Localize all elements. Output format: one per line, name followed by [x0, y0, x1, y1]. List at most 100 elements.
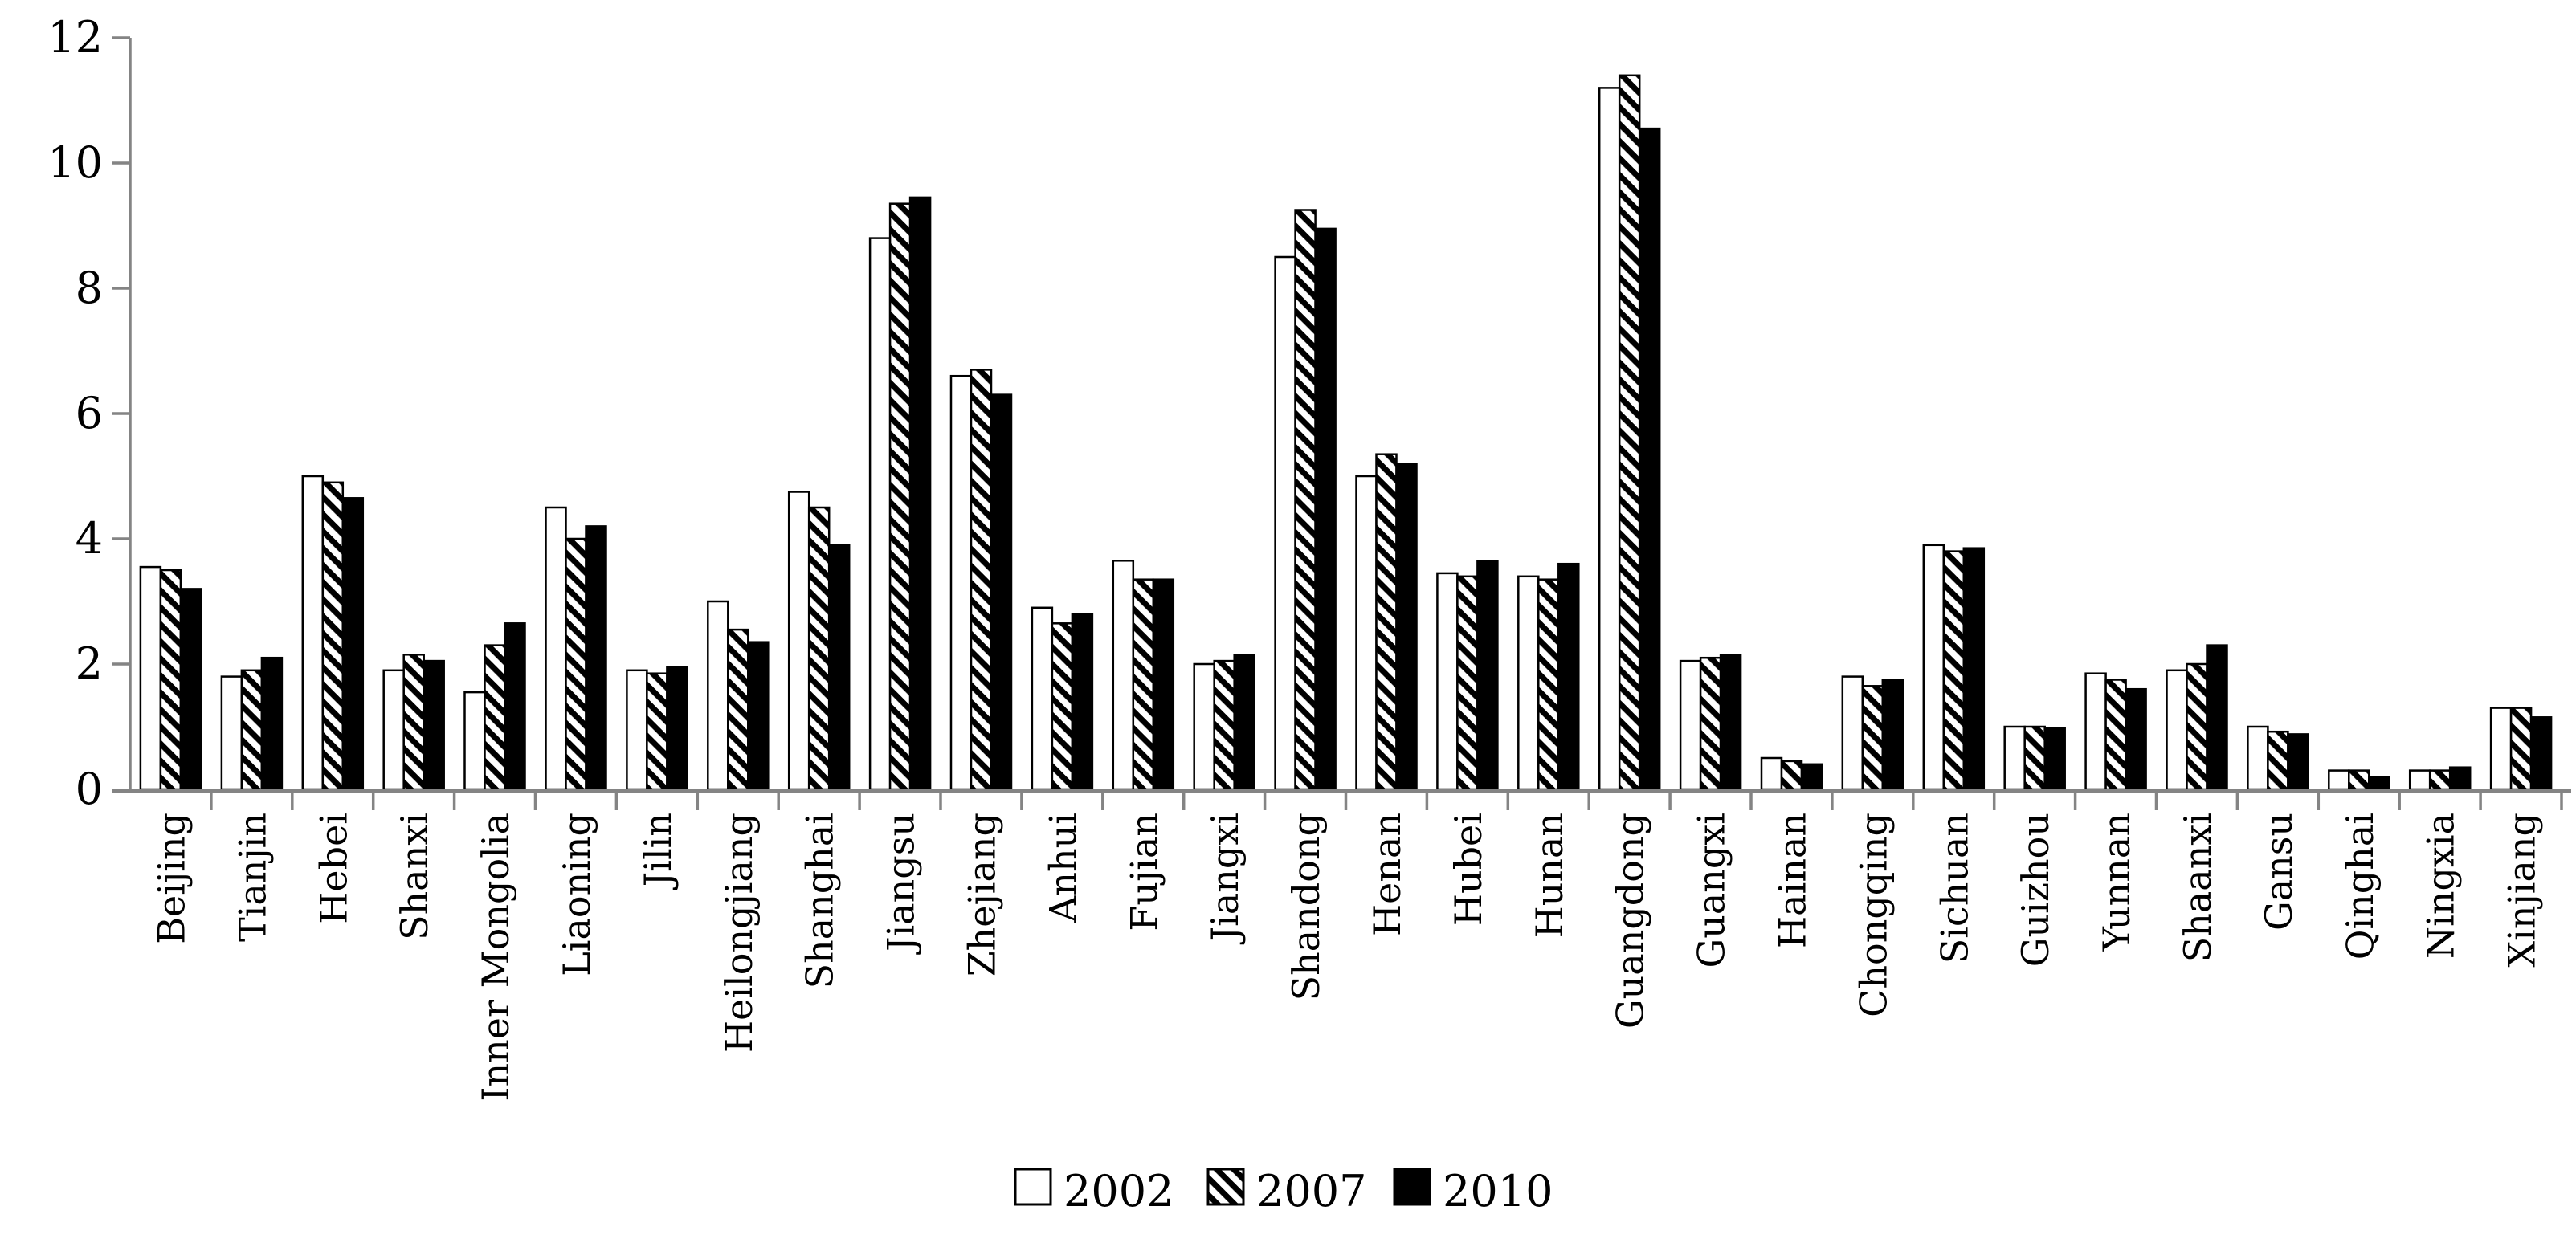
bar-heilongjiang-2007: [727, 628, 749, 791]
bar-shandong-2010: [1314, 227, 1337, 791]
bar-hainan-2007: [1780, 760, 1803, 791]
y-axis-tick-label: 6: [76, 388, 103, 438]
bar-ningxia-2002: [2408, 769, 2431, 791]
bar-hebei-2007: [321, 481, 345, 791]
bar-beijing-2007: [159, 569, 182, 791]
bar-guizhou-2007: [2023, 725, 2046, 791]
bar-jilin-2007: [646, 672, 668, 791]
bar-tianjin-2007: [240, 669, 263, 791]
bar-inner-mongolia-2002: [463, 691, 486, 791]
bar-jilin-2002: [626, 669, 648, 791]
bar-hainan-2002: [1760, 756, 1783, 791]
bar-shanxi-2002: [382, 669, 405, 791]
bar-inner-mongolia-2010: [504, 622, 526, 791]
bar-anhui-2010: [1071, 613, 1094, 791]
category-label-hubei: Hubei: [1447, 813, 1490, 926]
category-label-inner-mongolia: Inner Mongolia: [474, 813, 517, 1102]
category-label-shaanxi: Shaanxi: [2176, 813, 2219, 962]
legend-label-2010: 2010: [1443, 1166, 1553, 1217]
legend-swatch-diagonal-hatch-square: [1206, 1168, 1245, 1206]
category-label-jiangsu: Jiangsu: [880, 813, 923, 955]
category-label-yunnan: Yunnan: [2095, 813, 2138, 952]
bar-shanghai-2002: [787, 491, 810, 791]
legend-label-2007: 2007: [1256, 1166, 1366, 1217]
bar-ningxia-2007: [2428, 769, 2451, 791]
bar-guangdong-2002: [1598, 87, 1621, 791]
bar-jiangsu-2010: [908, 196, 932, 791]
bar-guangxi-2010: [1719, 654, 1742, 791]
category-label-gansu: Gansu: [2257, 813, 2300, 931]
bar-jiangxi-2002: [1193, 662, 1215, 791]
axes-layer: [112, 36, 2571, 810]
category-label-hunan: Hunan: [1528, 813, 1571, 938]
bar-shanxi-2010: [423, 659, 445, 791]
bar-shanxi-2007: [402, 654, 425, 791]
category-label-anhui: Anhui: [1041, 813, 1084, 923]
bar-hunan-2002: [1517, 575, 1540, 791]
bar-xinjiang-2007: [2509, 707, 2533, 791]
category-label-liaoning: Liaoning: [555, 813, 598, 976]
bar-shanghai-2007: [807, 506, 831, 791]
y-axis-tick-label: 4: [76, 513, 103, 564]
bar-guizhou-2002: [2003, 725, 2026, 791]
bar-fujian-2007: [1132, 578, 1155, 791]
bars-layer: [139, 74, 2553, 791]
category-label-guizhou: Guizhou: [2014, 813, 2057, 967]
bar-guangdong-2010: [1638, 127, 1661, 791]
bar-qinghai-2010: [2368, 776, 2390, 791]
category-label-sichuan: Sichuan: [1933, 813, 1976, 964]
bar-qinghai-2007: [2348, 769, 2370, 791]
bar-jiangsu-2007: [888, 202, 912, 791]
bar-shanghai-2010: [827, 544, 851, 791]
bar-fujian-2010: [1152, 578, 1175, 791]
bar-guangxi-2007: [1699, 656, 1722, 791]
bar-zhejiang-2002: [949, 374, 973, 791]
y-axis-tick-label: 12: [47, 12, 103, 63]
category-label-hainan: Hainan: [1771, 813, 1815, 948]
bar-sichuan-2002: [1922, 544, 1945, 791]
category-label-chongqing: Chongqing: [1851, 813, 1895, 1017]
bar-shandong-2007: [1294, 209, 1317, 791]
bar-chongqing-2007: [1861, 685, 1884, 791]
bar-tianjin-2010: [260, 656, 284, 791]
bar-zhejiang-2007: [970, 369, 993, 791]
bar-jiangsu-2002: [868, 237, 892, 791]
bar-yunnan-2010: [2125, 687, 2147, 791]
bar-xinjiang-2002: [2489, 707, 2513, 791]
labels-layer: 0 2 4 6 8 10 12 Beijing Tianjin Hebei Shanxi Inner …: [47, 12, 2543, 1102]
bar-heilongjiang-2002: [707, 600, 729, 791]
y-axis-tick-label: 0: [76, 764, 103, 814]
bar-xinjiang-2010: [2529, 716, 2553, 791]
legend-label-2002: 2002: [1063, 1166, 1174, 1217]
category-label-fujian: Fujian: [1122, 813, 1166, 931]
bar-gansu-2002: [2247, 725, 2269, 791]
bar-chongqing-2002: [1841, 675, 1864, 791]
legend-swatch-solid-black-square: [1393, 1168, 1431, 1206]
bar-fujian-2002: [1112, 560, 1135, 791]
bar-beijing-2010: [179, 588, 202, 791]
bar-sichuan-2007: [1942, 550, 1966, 791]
bar-guizhou-2010: [2043, 727, 2066, 791]
bar-yunnan-2007: [2104, 679, 2127, 791]
bar-chongqing-2010: [1881, 679, 1904, 791]
category-label-guangxi: Guangxi: [1690, 813, 1733, 968]
y-axis-tick-label: 8: [76, 263, 103, 313]
bar-sichuan-2010: [1962, 547, 1986, 791]
bar-gansu-2010: [2287, 733, 2309, 791]
y-axis-tick-label: 2: [76, 638, 103, 689]
legend: 2002 2007 2010: [1014, 1166, 1553, 1217]
category-label-ningxia: Ningxia: [2419, 813, 2463, 959]
category-label-shandong: Shandong: [1284, 813, 1328, 1001]
category-label-heilongjiang: Heilongjiang: [717, 813, 761, 1053]
bar-jilin-2010: [666, 666, 688, 791]
legend-item-2010: 2010: [1393, 1166, 1553, 1217]
bar-hubei-2002: [1436, 572, 1459, 791]
category-label-zhejiang: Zhejiang: [961, 813, 1004, 976]
bar-tianjin-2002: [220, 675, 243, 791]
bar-liaoning-2002: [545, 506, 567, 791]
bar-zhejiang-2010: [990, 393, 1013, 791]
bar-heilongjiang-2010: [747, 641, 770, 791]
bar-hebei-2002: [301, 475, 325, 791]
category-label-guangdong: Guangdong: [1609, 813, 1652, 1029]
